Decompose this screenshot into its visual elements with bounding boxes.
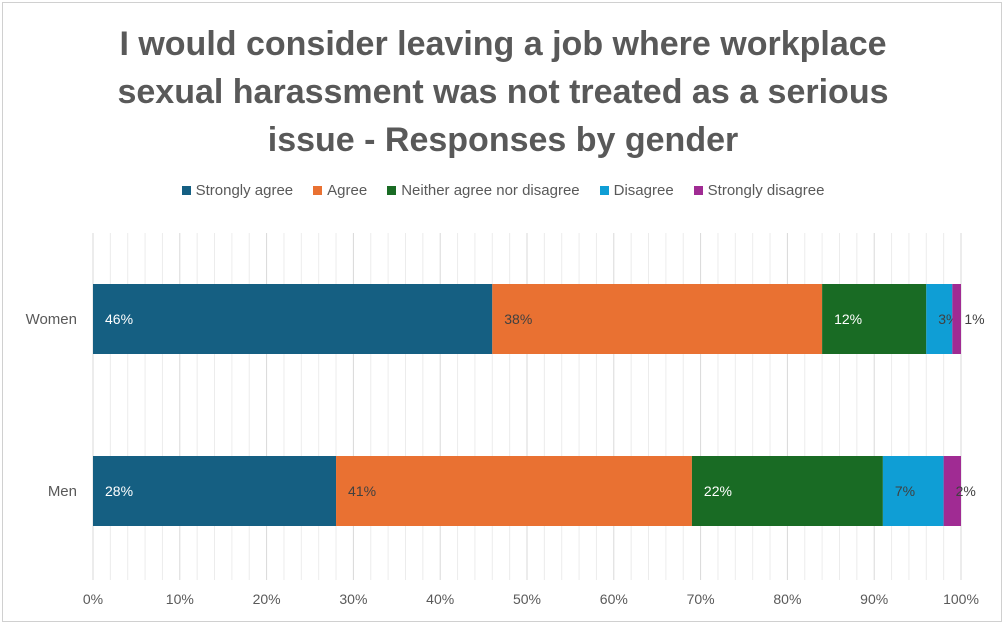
data-label: 1% <box>964 311 984 327</box>
bar-segment <box>336 456 692 526</box>
category-label: Men <box>48 483 77 500</box>
legend-swatch <box>387 186 397 195</box>
legend-swatch <box>599 186 609 195</box>
data-label: 41% <box>348 483 376 499</box>
chart-title-line-1: I would consider leaving a job where wor… <box>119 25 887 63</box>
x-tick-label: 10% <box>166 591 194 607</box>
data-label: 7% <box>895 483 915 499</box>
x-tick-label: 60% <box>600 591 628 607</box>
x-tick-label: 70% <box>687 591 715 607</box>
legend-swatch <box>693 186 703 195</box>
bar-segment <box>882 456 944 526</box>
chart-title-line-3: issue - Responses by gender <box>267 121 739 159</box>
chart-title: I would consider leaving a job where wor… <box>0 20 1006 164</box>
data-label: 12% <box>834 311 862 327</box>
category-label: Women <box>26 311 77 328</box>
x-tick-label: 30% <box>339 591 367 607</box>
data-label: 46% <box>105 311 133 327</box>
x-tick-label: 50% <box>513 591 541 607</box>
data-label: 28% <box>105 483 133 499</box>
bar-segment <box>93 284 493 354</box>
data-label: 22% <box>704 483 732 499</box>
x-tick-label: 80% <box>773 591 801 607</box>
x-tick-label: 90% <box>860 591 888 607</box>
bar-segment <box>93 456 337 526</box>
chart-title-line-2: sexual harassment was not treated as a s… <box>117 73 889 111</box>
bar-segment <box>492 284 823 354</box>
bar-segment <box>822 284 927 354</box>
legend-swatch <box>313 186 323 195</box>
legend-item: Disagree <box>599 182 674 199</box>
legend-item: Neither agree nor disagree <box>387 182 580 199</box>
data-label: 2% <box>956 483 976 499</box>
bar-segment <box>691 456 883 526</box>
legend-label: Agree <box>327 182 368 199</box>
legend-item: Strongly agree <box>181 182 294 199</box>
bar-segment <box>926 284 953 354</box>
bar-segment <box>943 456 961 526</box>
x-tick-label: 40% <box>426 591 454 607</box>
legend-swatch <box>181 186 191 195</box>
legend-label: Strongly agree <box>195 182 294 199</box>
data-label: 38% <box>504 311 532 327</box>
legend-label: Neither agree nor disagree <box>401 182 580 199</box>
x-tick-label: 20% <box>253 591 281 607</box>
legend-label: Strongly disagree <box>707 182 825 199</box>
legend-item: Strongly disagree <box>693 182 825 199</box>
bar-segment <box>952 284 961 354</box>
legend-item: Agree <box>313 182 367 199</box>
legend-label: Disagree <box>613 182 674 199</box>
chart-legend: Strongly agree Agree Neither agree nor dis… <box>0 182 1006 199</box>
x-tick-label: 100% <box>943 591 979 607</box>
x-tick-label: 0% <box>83 591 103 607</box>
